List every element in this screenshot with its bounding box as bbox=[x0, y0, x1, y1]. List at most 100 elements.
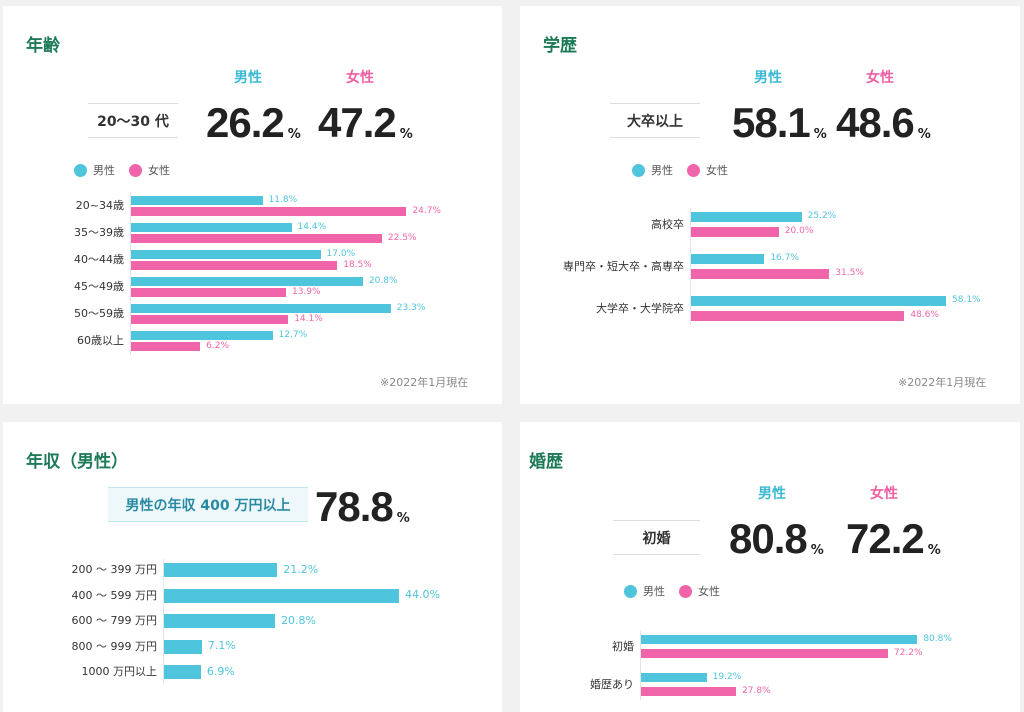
legend-male-label: 男性 bbox=[93, 164, 115, 177]
bar-male bbox=[164, 588, 399, 603]
card-marriage bbox=[520, 422, 1020, 712]
bar-female bbox=[691, 269, 830, 279]
value-label: 20.8% bbox=[368, 275, 398, 286]
bar-male bbox=[691, 296, 947, 306]
chart-axis bbox=[690, 208, 691, 325]
value-label: 7.1% bbox=[207, 639, 236, 653]
highlight-label: 大卒以上 bbox=[610, 103, 700, 138]
value-label: 20.0% bbox=[784, 226, 814, 237]
legend-male-dot-icon bbox=[624, 585, 637, 599]
chart-title: 学歴 bbox=[543, 36, 577, 56]
category-label: 大学卒・大学院卒 bbox=[596, 301, 684, 315]
value-label: 31.5% bbox=[835, 268, 864, 279]
value-label: 24.7% bbox=[412, 205, 441, 216]
value-label: 11.8% bbox=[268, 194, 298, 205]
bar-female bbox=[131, 234, 382, 243]
value-label: 17.0% bbox=[326, 248, 356, 259]
bar-male bbox=[131, 304, 391, 313]
highlight-female-value: 72.2 bbox=[846, 515, 925, 562]
bar-male bbox=[164, 639, 202, 654]
highlight-label: 初婚 bbox=[613, 520, 700, 555]
category-label: 60歳以上 bbox=[77, 334, 124, 347]
header-male-label: 男性 bbox=[758, 486, 786, 502]
category-label: 35〜39歳 bbox=[74, 226, 124, 239]
legend-male-label: 男性 bbox=[643, 585, 665, 598]
value-label: 80.8% bbox=[923, 633, 952, 644]
category-label: 20~34歳 bbox=[75, 199, 124, 212]
chart-title: 婚歴 bbox=[529, 452, 563, 472]
legend-female-label: 女性 bbox=[698, 585, 720, 598]
header-female-label: 女性 bbox=[870, 486, 898, 502]
highlight-male-unit: % bbox=[813, 127, 827, 142]
value-label: 12.7% bbox=[278, 329, 308, 340]
card-education bbox=[520, 6, 1020, 404]
value-label: 14.4% bbox=[297, 221, 327, 232]
highlight-female-unit: % bbox=[917, 127, 931, 142]
bar-female bbox=[641, 649, 888, 658]
value-label: 13.9% bbox=[291, 286, 321, 297]
highlight-male-unit: % bbox=[396, 511, 410, 526]
value-label: 19.2% bbox=[712, 671, 742, 682]
highlight-label: 20〜30 代 bbox=[88, 103, 178, 138]
chart-axis bbox=[163, 559, 164, 683]
value-label: 27.8% bbox=[742, 685, 771, 696]
category-label: 400 〜 599 万円 bbox=[71, 588, 157, 602]
value-label: 20.8% bbox=[281, 613, 317, 627]
bar-female bbox=[131, 288, 286, 297]
bar-male bbox=[131, 223, 292, 232]
category-label: 1000 万円以上 bbox=[81, 665, 158, 678]
category-label: 200 〜 399 万円 bbox=[71, 563, 157, 576]
legend-male-label: 男性 bbox=[651, 164, 673, 177]
bar-male bbox=[131, 196, 263, 205]
highlight-male-unit: % bbox=[810, 543, 824, 558]
value-label: 58.1% bbox=[952, 295, 981, 306]
legend: 男性 女性 bbox=[74, 164, 170, 178]
highlight-male-value: 80.8 bbox=[729, 515, 808, 562]
highlight-female-unit: % bbox=[399, 127, 413, 142]
chart-axis bbox=[130, 192, 131, 355]
legend-female-dot-icon bbox=[129, 164, 142, 178]
category-label: 高校卒 bbox=[651, 217, 684, 231]
value-label: 22.5% bbox=[387, 232, 417, 243]
chart-title: 年齢 bbox=[26, 36, 60, 56]
value-label: 18.5% bbox=[343, 259, 372, 270]
value-label: 6.2% bbox=[206, 340, 229, 351]
legend: 男性 女性 bbox=[624, 585, 720, 599]
header-female-label: 女性 bbox=[346, 70, 374, 86]
bar-female bbox=[641, 687, 737, 696]
bar-male bbox=[641, 635, 918, 644]
footnote: ※2022年1月現在 bbox=[380, 376, 469, 389]
legend: 男性 女性 bbox=[632, 164, 728, 178]
highlight-male-value: 58.1 bbox=[732, 99, 811, 146]
header-female-label: 女性 bbox=[866, 70, 894, 86]
value-label: 16.7% bbox=[770, 253, 799, 264]
bar-female bbox=[131, 342, 201, 351]
highlight-male-value: 78.8 bbox=[315, 483, 394, 530]
header-male-label: 男性 bbox=[234, 70, 262, 86]
bar-male bbox=[691, 254, 765, 264]
category-label: 600 〜 799 万円 bbox=[71, 614, 157, 627]
value-label: 23.3% bbox=[396, 302, 426, 313]
highlight-male-unit: % bbox=[287, 127, 301, 142]
category-label: 45〜49歳 bbox=[74, 280, 124, 293]
value-label: 14.1% bbox=[294, 313, 323, 324]
highlight-female-value: 47.2 bbox=[318, 99, 397, 146]
bar-female bbox=[131, 315, 289, 324]
highlight-male-value: 26.2 bbox=[206, 99, 285, 146]
chart-title: 年収（男性） bbox=[26, 452, 128, 472]
bar-male bbox=[164, 614, 276, 628]
legend-male-dot-icon bbox=[632, 164, 645, 178]
category-label: 800 〜 999 万円 bbox=[71, 639, 157, 653]
bar-female bbox=[691, 227, 779, 237]
value-label: 6.9% bbox=[206, 664, 235, 678]
bar-male bbox=[131, 277, 363, 286]
category-label: 専門卒・短大卒・高専卒 bbox=[563, 259, 684, 273]
bar-male bbox=[691, 212, 802, 222]
bar-male bbox=[131, 250, 321, 259]
bar-female bbox=[691, 311, 905, 321]
highlight-female-unit: % bbox=[927, 543, 941, 558]
category-label: 婚歴あり bbox=[590, 677, 634, 691]
value-label: 44.0% bbox=[404, 588, 440, 602]
category-label: 50〜59歳 bbox=[74, 307, 124, 320]
highlight-female-value: 48.6 bbox=[836, 99, 915, 146]
